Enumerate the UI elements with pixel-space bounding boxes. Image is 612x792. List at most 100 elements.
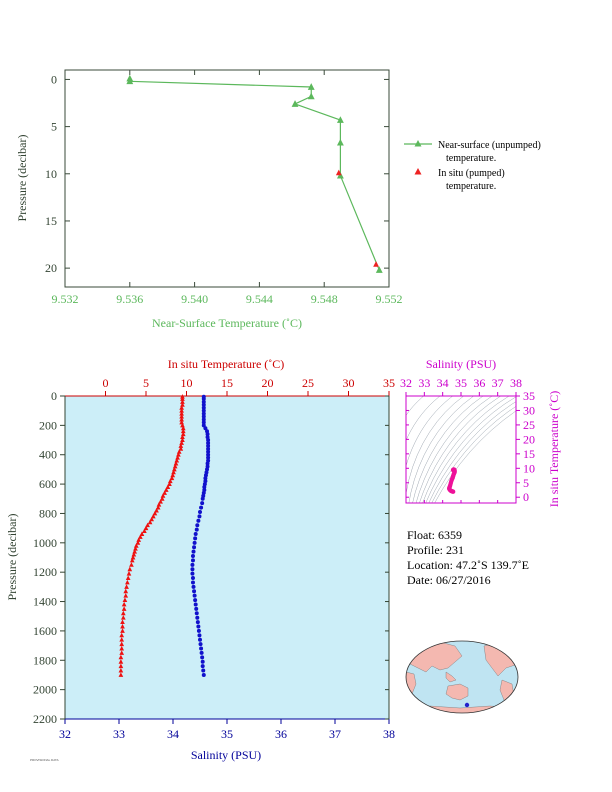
near-surface-point [336, 116, 344, 123]
temperature-tick-label: 20 [262, 376, 274, 390]
temperature-point [149, 516, 155, 522]
salinity-point [201, 417, 206, 422]
legend-near-surface-label-1: Near-surface (unpumped) [438, 140, 541, 151]
temperature-point [119, 645, 125, 651]
pressure-tick-label: 0 [51, 389, 57, 403]
ts-ytick-label: 0 [523, 490, 529, 504]
salinity-point [194, 611, 199, 616]
temperature-point [173, 460, 179, 466]
ts-xtick-label: 37 [492, 376, 504, 390]
near-surface-xlabel: Near-Surface Temperature (˚C) [152, 316, 302, 330]
temperature-point [125, 575, 131, 581]
ts-ytick-label: 10 [523, 461, 535, 475]
profile-plot-background [65, 396, 389, 719]
ts-xtick-label: 33 [418, 376, 430, 390]
salinity-point [195, 615, 200, 620]
temperature-point [170, 472, 176, 478]
temperature-point [145, 522, 150, 528]
salinity-tick-label: 34 [167, 727, 179, 741]
salinity-point [206, 438, 211, 443]
near-surface-xtick-label: 9.532 [52, 292, 79, 306]
temperature-point [171, 469, 176, 475]
ts-contour-line [408, 396, 475, 503]
salinity-tick-label: 38 [383, 727, 395, 741]
float-location-marker [464, 702, 470, 708]
float-id: Float: 6359 [407, 528, 463, 542]
ts-top-xlabel: Salinity (PSU) [426, 357, 496, 371]
salinity-point [199, 505, 204, 510]
ts-contour-line [434, 410, 516, 503]
salinity-point [201, 672, 206, 677]
salinity-point [196, 518, 201, 523]
ts-ytick-label: 20 [523, 432, 535, 446]
salinity-point [201, 668, 206, 673]
temperature-point [174, 458, 180, 463]
ts-contour-line [412, 396, 484, 503]
temperature-point [119, 650, 125, 655]
salinity-point [206, 443, 211, 448]
salinity-tick-label: 35 [221, 727, 233, 741]
ts-contour-line [406, 396, 465, 496]
temperature-point [162, 490, 167, 495]
temperature-point [120, 619, 125, 625]
temperature-point [135, 540, 141, 545]
temperature-point [160, 493, 166, 498]
near-surface-ytick-label: 0 [51, 72, 57, 86]
pressure-tick-label: 1600 [33, 624, 57, 638]
near-surface-xtick-label: 9.544 [246, 292, 273, 306]
temperature-tick-label: 5 [143, 376, 149, 390]
temperature-point [132, 549, 137, 554]
salinity-point [190, 558, 195, 563]
salinity-point [197, 514, 202, 519]
near-surface-point [375, 266, 383, 273]
salinity-point [190, 576, 195, 581]
salinity-point [201, 414, 206, 419]
temperature-point [156, 502, 162, 507]
ts-ytick-label: 30 [523, 403, 535, 417]
temperature-point [120, 610, 126, 616]
legend-near-surface-label-2: temperature. [446, 153, 496, 164]
ts-plot-background [406, 396, 516, 503]
temperature-tick-label: 25 [302, 376, 314, 390]
temperature-point [179, 416, 184, 422]
in-situ-point [335, 169, 342, 176]
temperature-point [118, 654, 124, 660]
temperature-tick-label: 10 [181, 376, 193, 390]
temperature-point [120, 615, 126, 620]
near-surface-point [307, 83, 315, 90]
salinity-point [197, 633, 202, 638]
temperature-point [119, 641, 125, 647]
salinity-tick-label: 37 [329, 727, 341, 741]
ts-ytick-label: 15 [523, 447, 535, 461]
temperature-point [129, 562, 134, 567]
temperature-point [176, 452, 181, 457]
salinity-point [203, 476, 208, 481]
pressure-tick-label: 400 [39, 448, 57, 462]
salinity-point [206, 455, 211, 460]
salinity-point [201, 408, 206, 413]
salinity-point [191, 584, 196, 589]
near-surface-point [291, 100, 299, 107]
temperature-point [180, 422, 185, 428]
temperature-point [180, 431, 186, 437]
temperature-tick-label: 35 [383, 376, 395, 390]
salinity-point [193, 602, 198, 607]
location: Location: 47.2˚S 139.7˚E [407, 558, 529, 572]
salinity-tick-label: 32 [59, 727, 71, 741]
near-surface-point [336, 138, 344, 146]
near-surface-point [307, 92, 315, 100]
profile-ticks: 0 5 10 15 20 25 30 35 32 33 34 35 36 37 38 0 200 400 600 80… [33, 376, 395, 741]
temperature-point [165, 484, 171, 489]
salinity-tick-label: 36 [275, 727, 287, 741]
temperature-point [129, 557, 135, 563]
ts-xtick-label: 35 [455, 376, 467, 390]
salinity-point [202, 485, 207, 490]
ts-contour-line [431, 406, 516, 503]
salinity-point [201, 405, 206, 410]
temperature-point [130, 554, 136, 560]
profile-top-xlabel: In situ Temperature (˚C) [168, 357, 285, 371]
temperature-point [121, 606, 127, 611]
temperature-tick-label: 0 [103, 376, 109, 390]
